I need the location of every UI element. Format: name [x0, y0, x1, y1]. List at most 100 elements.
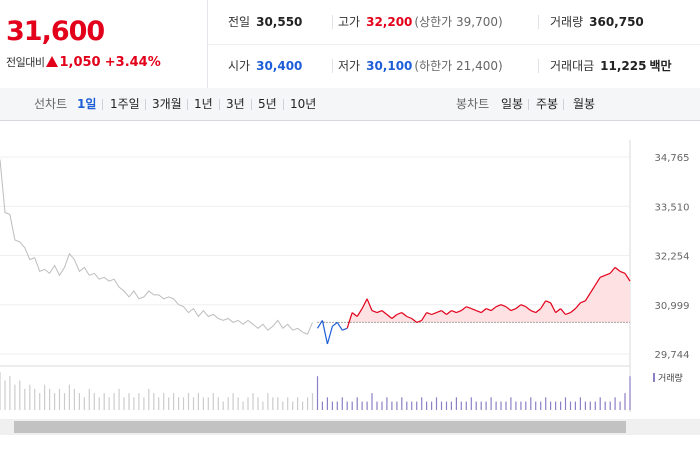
volume-bar: [540, 401, 542, 410]
current-series-segment: [614, 266, 621, 272]
current-series-segment: [426, 312, 432, 316]
volume-bar: [455, 397, 457, 410]
current-series-segment: [421, 312, 428, 321]
tab-1week[interactable]: 1주일: [110, 97, 140, 111]
tab-3year[interactable]: 3년: [226, 97, 245, 111]
tab-5year[interactable]: 5년: [258, 97, 277, 111]
tab-monthly-candle[interactable]: 월봉: [573, 97, 596, 111]
volume-bar: [411, 401, 413, 410]
current-series-segment: [332, 321, 338, 327]
volume-bar: [530, 397, 532, 410]
quote-row-2: 시가 30,400 저가 30,100 (하한가 21,400) 거래대금 11,225…: [208, 44, 700, 88]
volume-bar: [227, 397, 229, 410]
volume-bar: [118, 388, 120, 410]
current-series-segment: [431, 312, 437, 316]
volume-bar: [192, 397, 195, 410]
volume-bar: [292, 401, 294, 410]
quote-panel: 31,600 전일대비 1,050 +3.44% 전일 30,550 고가 32,20…: [0, 0, 700, 89]
up-triangle-icon: [46, 56, 59, 67]
volume-bar: [212, 393, 214, 410]
prev-close: 전일 30,550: [228, 0, 302, 44]
lower-limit: (하한가 21,400): [414, 59, 503, 73]
current-series-segment: [441, 310, 447, 315]
volume-bar: [242, 401, 244, 410]
volume-bar: [545, 397, 547, 410]
volume-bar: [604, 401, 606, 410]
volume-bar: [510, 397, 512, 410]
current-series-segment: [396, 312, 403, 316]
volume-bar: [426, 401, 428, 410]
current-series-segment: [401, 312, 408, 317]
amount-unit: 백만: [649, 59, 672, 73]
scrollbar-thumb[interactable]: [14, 421, 626, 433]
current-series-segment: [515, 304, 522, 310]
volume-bar: [103, 393, 105, 410]
tab-1year[interactable]: 1년: [194, 97, 213, 111]
current-series-segment: [500, 304, 507, 308]
current-series-segment: [555, 308, 561, 314]
volume-bar: [311, 393, 314, 410]
volume-bar: [158, 397, 160, 410]
high-price: 고가 32,200 (상한가 39,700): [338, 0, 503, 44]
current-series-segment: [466, 306, 472, 310]
current-series-segment: [565, 312, 571, 316]
volume-bar: [128, 393, 130, 410]
volume-bar: [88, 388, 90, 410]
volume-bar: [495, 401, 497, 410]
volume-bar: [222, 401, 224, 410]
volume-bar: [257, 397, 259, 410]
tab-daily-candle[interactable]: 일봉: [501, 97, 524, 111]
current-series-segment: [584, 292, 591, 302]
volume-bar: [470, 397, 472, 410]
current-series-segment: [381, 310, 388, 315]
volume-bar: [480, 401, 482, 410]
amount-label: 거래대금: [550, 59, 595, 73]
volume-bar: [217, 397, 219, 410]
volume-bar: [277, 397, 279, 410]
volume-bar: [440, 401, 443, 410]
tab-1day[interactable]: 1일: [77, 97, 97, 111]
tab-weekly-candle[interactable]: 주봉: [536, 97, 559, 111]
volume-bar: [123, 397, 125, 410]
tab-10year[interactable]: 10년: [290, 97, 317, 111]
volume-bar: [351, 401, 353, 410]
quote-row-1: 전일 30,550 고가 32,200 (상한가 39,700) 거래량 360,750: [208, 0, 700, 45]
current-series-segment: [436, 310, 442, 314]
high-label: 고가: [338, 15, 361, 29]
volume-bar: [550, 401, 552, 410]
up-area-fill: [317, 267, 630, 323]
line-chart-title: 선차트: [34, 97, 68, 111]
chart-tabs: 선차트 1일 1주일 3개월 1년 3년 5년 10년 봉차트 일봉 주봉 월봉: [0, 88, 700, 121]
volume-bar: [416, 401, 418, 410]
volume-bar: [406, 401, 408, 410]
prev-close-value: 30,550: [256, 15, 303, 29]
volume-bar: [386, 397, 388, 410]
volume-bar: [535, 401, 537, 410]
volume-bar: [584, 401, 586, 410]
volume-bar: [361, 401, 363, 410]
open-price: 시가 30,400: [228, 44, 302, 88]
change-amount: 1,050: [59, 55, 101, 70]
current-series-segment: [456, 310, 462, 314]
current-series-segment: [495, 304, 502, 308]
volume-bar: [564, 397, 567, 410]
current-series-segment: [480, 308, 487, 314]
y-tick-label: 32,254: [655, 252, 690, 263]
trade-amount: 거래대금 11,225 백만: [550, 44, 672, 88]
volume-bar: [619, 401, 621, 410]
tab-3month[interactable]: 3개월: [152, 97, 182, 111]
volume-bar: [594, 401, 596, 410]
volume-bar: [316, 376, 319, 410]
volume-bar: [247, 397, 249, 410]
volume-bar: [371, 393, 373, 410]
current-series-segment: [475, 310, 482, 314]
y-tick-label: 33,510: [655, 202, 690, 213]
current-series-segment: [485, 308, 492, 312]
volume-bar: [58, 388, 61, 410]
volume-bar: [629, 376, 631, 410]
volume-bar: [624, 393, 626, 410]
current-series-segment: [570, 308, 576, 314]
current-series-segment: [376, 310, 383, 314]
volume-bar: [307, 397, 309, 410]
volume-bar: [197, 393, 199, 410]
